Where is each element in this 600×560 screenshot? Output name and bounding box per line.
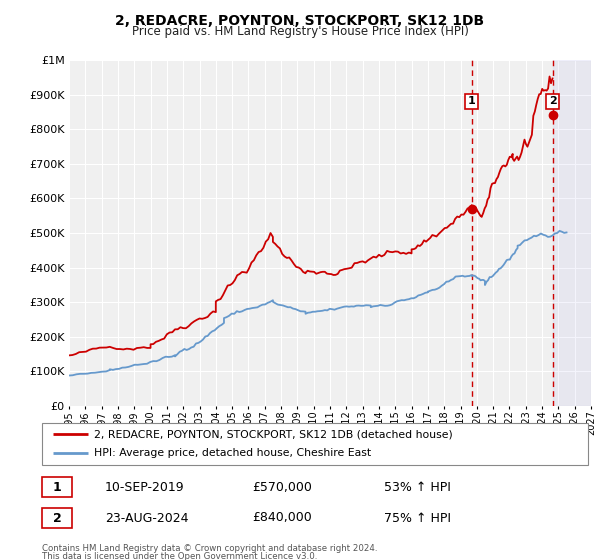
Text: Contains HM Land Registry data © Crown copyright and database right 2024.: Contains HM Land Registry data © Crown c… xyxy=(42,544,377,553)
Text: 2, REDACRE, POYNTON, STOCKPORT, SK12 1DB (detached house): 2, REDACRE, POYNTON, STOCKPORT, SK12 1DB… xyxy=(94,429,452,439)
Text: 53% ↑ HPI: 53% ↑ HPI xyxy=(384,480,451,494)
Text: HPI: Average price, detached house, Cheshire East: HPI: Average price, detached house, Ches… xyxy=(94,449,371,459)
Text: £840,000: £840,000 xyxy=(252,511,312,525)
Text: This data is licensed under the Open Government Licence v3.0.: This data is licensed under the Open Gov… xyxy=(42,552,317,560)
Text: 10-SEP-2019: 10-SEP-2019 xyxy=(105,480,185,494)
Text: 2, REDACRE, POYNTON, STOCKPORT, SK12 1DB: 2, REDACRE, POYNTON, STOCKPORT, SK12 1DB xyxy=(115,14,485,28)
Text: 75% ↑ HPI: 75% ↑ HPI xyxy=(384,511,451,525)
FancyBboxPatch shape xyxy=(42,423,588,465)
Text: 2: 2 xyxy=(548,96,556,106)
Bar xyxy=(553,60,591,406)
Text: 2: 2 xyxy=(53,511,61,525)
Text: £570,000: £570,000 xyxy=(252,480,312,494)
FancyBboxPatch shape xyxy=(42,508,72,528)
FancyBboxPatch shape xyxy=(42,477,72,497)
Text: 23-AUG-2024: 23-AUG-2024 xyxy=(105,511,188,525)
Text: 1: 1 xyxy=(468,96,476,106)
Text: 1: 1 xyxy=(53,480,61,494)
Text: Price paid vs. HM Land Registry's House Price Index (HPI): Price paid vs. HM Land Registry's House … xyxy=(131,25,469,38)
